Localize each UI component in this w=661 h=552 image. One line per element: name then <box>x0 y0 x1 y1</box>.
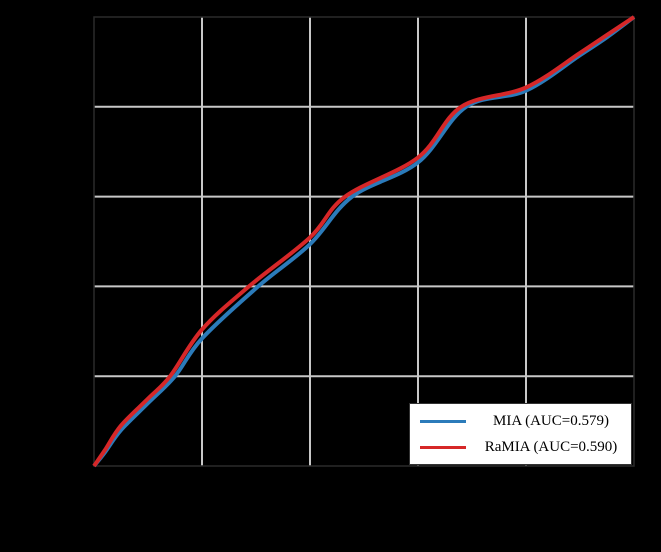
series-lines <box>92 15 636 468</box>
legend-label-ramia: RaMIA (AUC=0.590) <box>484 439 618 455</box>
legend-label-mia: MIA (AUC=0.579) <box>493 413 609 429</box>
legend-item-mia: MIA (AUC=0.579) <box>410 410 631 432</box>
legend-swatch-mia <box>420 420 466 423</box>
legend: MIA (AUC=0.579) RaMIA (AUC=0.590) <box>409 403 632 465</box>
series-line-mia <box>92 15 636 468</box>
plot-frame <box>93 16 635 467</box>
legend-swatch-ramia <box>420 446 466 449</box>
x-axis-label: False Positive Rate <box>290 520 413 537</box>
y-axis-label: True Positive Rate <box>10 179 28 299</box>
series-line-ramia <box>92 15 636 468</box>
legend-item-ramia: RaMIA (AUC=0.590) <box>410 436 631 458</box>
